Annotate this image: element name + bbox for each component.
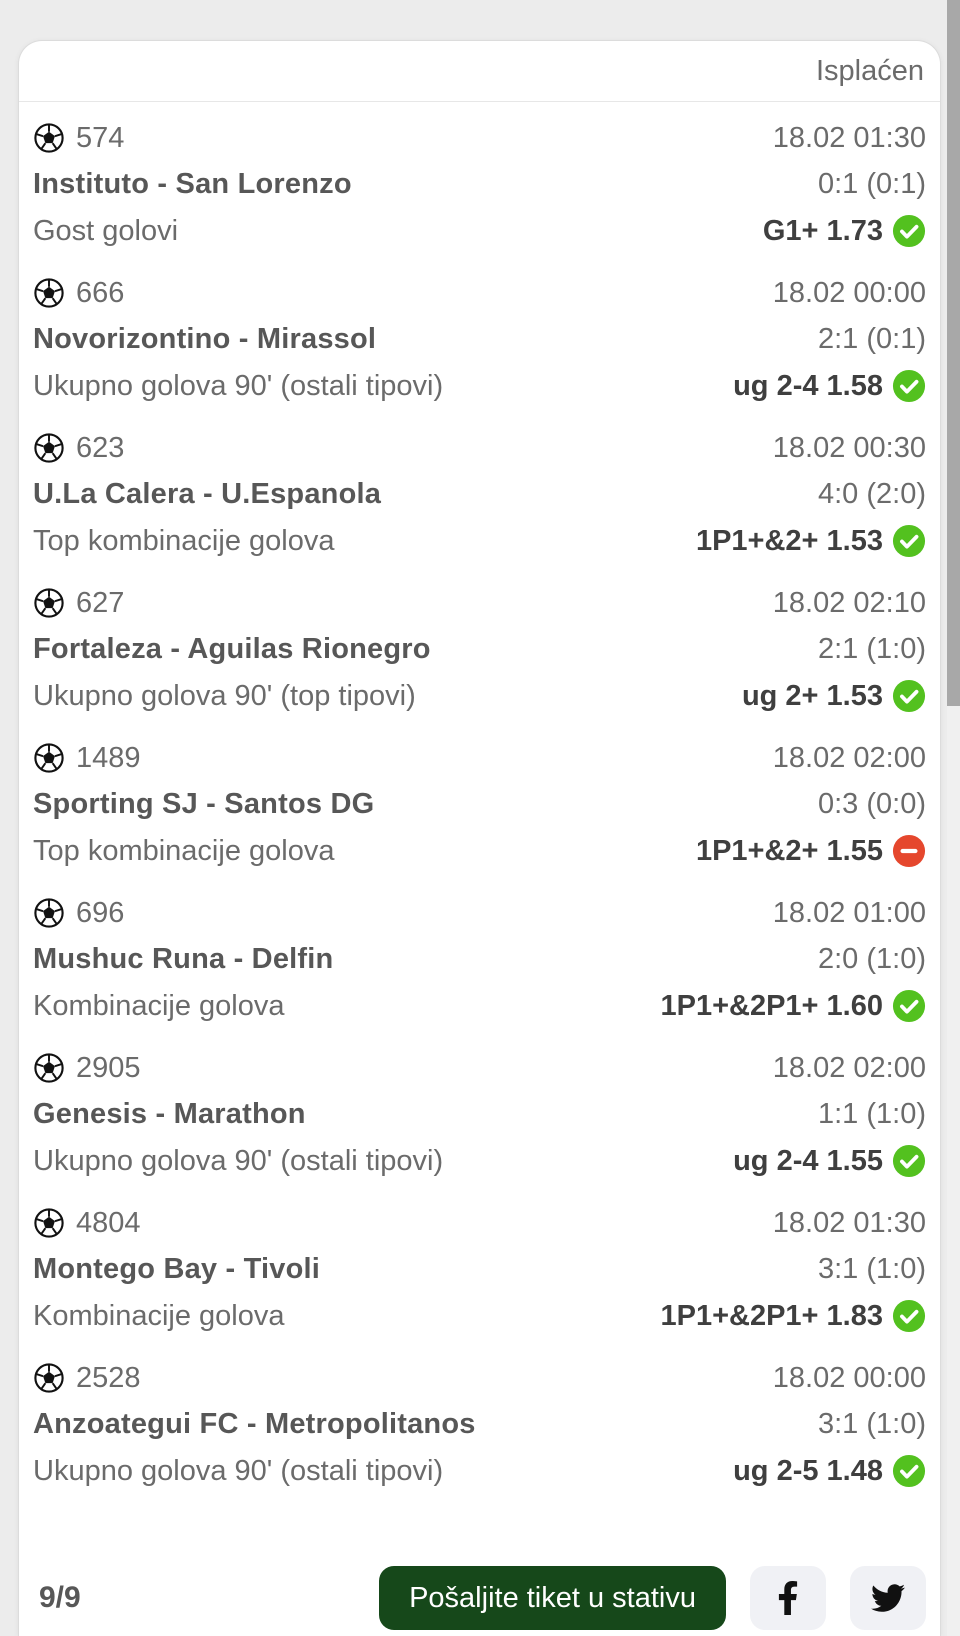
match-row: 666 18.02 00:00 Novorizontino - Mirassol… <box>33 257 926 410</box>
match-code: 2905 <box>76 1051 141 1084</box>
bet-pick-odds: 1P1+&2+ 1.55 <box>695 834 883 867</box>
bet-pick-odds: ug 2+ 1.53 <box>741 679 883 712</box>
check-circle-icon <box>892 679 926 713</box>
bet-ticket-card: Isplaćen 574 18.02 01:30 <box>18 40 941 1636</box>
twitter-share-button[interactable] <box>850 1566 926 1630</box>
check-circle-icon <box>892 1454 926 1488</box>
match-score: 3:1 (1:0) <box>818 1252 926 1285</box>
ticket-footer: 9/9 Pošaljite tiket u stativu <box>19 1558 940 1636</box>
ticket-status-header: Isplaćen <box>19 41 940 102</box>
match-name: Montego Bay - Tivoli <box>33 1252 321 1285</box>
match-row: 1489 18.02 02:00 Sporting SJ - Santos DG… <box>33 722 926 875</box>
soccer-ball-icon <box>33 277 65 309</box>
match-row: 627 18.02 02:10 Fortaleza - Aguilas Rion… <box>33 567 926 720</box>
scrollbar-thumb[interactable] <box>947 0 960 706</box>
match-name: Anzoategui FC - Metropolitanos <box>33 1407 476 1440</box>
match-row: 696 18.02 01:00 Mushuc Runa - Delfin 2:0… <box>33 877 926 1030</box>
check-circle-icon <box>892 524 926 558</box>
soccer-ball-icon <box>33 1362 65 1394</box>
soccer-ball-icon <box>33 1052 65 1084</box>
bet-pick-odds: G1+ 1.73 <box>762 214 883 247</box>
soccer-ball-icon <box>33 432 65 464</box>
check-circle-icon <box>892 214 926 248</box>
match-datetime: 18.02 02:00 <box>772 1051 926 1084</box>
match-name: Novorizontino - Mirassol <box>33 322 377 355</box>
match-list: 574 18.02 01:30 Instituto - San Lorenzo … <box>19 102 940 1497</box>
soccer-ball-icon <box>33 122 65 154</box>
twitter-icon <box>871 1581 905 1615</box>
check-circle-icon <box>892 1144 926 1178</box>
minus-circle-icon <box>892 834 926 868</box>
match-datetime: 18.02 02:00 <box>772 741 926 774</box>
soccer-ball-icon <box>33 587 65 619</box>
bet-market-label: Kombinacije golova <box>33 1299 285 1332</box>
match-name: Fortaleza - Aguilas Rionegro <box>33 632 431 665</box>
bet-market-label: Ukupno golova 90' (ostali tipovi) <box>33 1454 444 1487</box>
match-row: 2905 18.02 02:00 Genesis - Marathon 1:1 … <box>33 1032 926 1185</box>
match-code: 696 <box>76 896 125 929</box>
facebook-share-button[interactable] <box>750 1566 826 1630</box>
match-row: 623 18.02 00:30 U.La Calera - U.Espanola… <box>33 412 926 565</box>
bet-market-label: Ukupno golova 90' (ostali tipovi) <box>33 369 444 402</box>
soccer-ball-icon <box>33 1207 65 1239</box>
match-code: 574 <box>76 121 125 154</box>
match-code: 666 <box>76 276 125 309</box>
match-datetime: 18.02 01:30 <box>772 1206 926 1239</box>
match-datetime: 18.02 00:30 <box>772 431 926 464</box>
check-circle-icon <box>892 989 926 1023</box>
match-row: 4804 18.02 01:30 Montego Bay - Tivoli 3:… <box>33 1187 926 1340</box>
check-circle-icon <box>892 369 926 403</box>
match-datetime: 18.02 01:00 <box>772 896 926 929</box>
check-circle-icon <box>892 1299 926 1333</box>
match-code: 4804 <box>76 1206 141 1239</box>
match-row: 574 18.02 01:30 Instituto - San Lorenzo … <box>33 102 926 255</box>
facebook-icon <box>775 1581 801 1615</box>
match-code: 623 <box>76 431 125 464</box>
bet-market-label: Gost golovi <box>33 214 179 247</box>
match-datetime: 18.02 00:00 <box>772 276 926 309</box>
match-row: 2528 18.02 00:00 Anzoategui FC - Metropo… <box>33 1342 926 1495</box>
match-name: Instituto - San Lorenzo <box>33 167 352 200</box>
soccer-ball-icon <box>33 897 65 929</box>
bet-market-label: Ukupno golova 90' (top tipovi) <box>33 679 416 712</box>
match-score: 2:1 (1:0) <box>818 632 926 665</box>
match-code: 627 <box>76 586 125 619</box>
match-score: 0:3 (0:0) <box>818 787 926 820</box>
soccer-ball-icon <box>33 742 65 774</box>
bet-market-label: Top kombinacije golova <box>33 834 335 867</box>
match-name: Sporting SJ - Santos DG <box>33 787 375 820</box>
match-datetime: 18.02 00:00 <box>772 1361 926 1394</box>
bet-pick-odds: ug 2-4 1.55 <box>733 1144 883 1177</box>
send-ticket-button[interactable]: Pošaljite tiket u stativu <box>379 1566 726 1630</box>
match-name: Genesis - Marathon <box>33 1097 306 1130</box>
match-score: 2:1 (0:1) <box>818 322 926 355</box>
match-score: 3:1 (1:0) <box>818 1407 926 1440</box>
hit-count: 9/9 <box>39 1581 81 1614</box>
match-score: 2:0 (1:0) <box>818 942 926 975</box>
bet-pick-odds: 1P1+&2P1+ 1.83 <box>660 1299 883 1332</box>
match-datetime: 18.02 02:10 <box>772 586 926 619</box>
bet-market-label: Kombinacije golova <box>33 989 285 1022</box>
match-code: 1489 <box>76 741 141 774</box>
bet-pick-odds: ug 2-5 1.48 <box>733 1454 883 1487</box>
match-name: Mushuc Runa - Delfin <box>33 942 334 975</box>
match-name: U.La Calera - U.Espanola <box>33 477 382 510</box>
match-score: 4:0 (2:0) <box>818 477 926 510</box>
match-code: 2528 <box>76 1361 141 1394</box>
match-score: 0:1 (0:1) <box>818 167 926 200</box>
bet-market-label: Ukupno golova 90' (ostali tipovi) <box>33 1144 444 1177</box>
match-datetime: 18.02 01:30 <box>772 121 926 154</box>
bet-pick-odds: ug 2-4 1.58 <box>733 369 883 402</box>
bet-market-label: Top kombinacije golova <box>33 524 335 557</box>
match-score: 1:1 (1:0) <box>818 1097 926 1130</box>
ticket-status-label: Isplaćen <box>815 54 924 87</box>
bet-pick-odds: 1P1+&2+ 1.53 <box>695 524 883 557</box>
bet-pick-odds: 1P1+&2P1+ 1.60 <box>660 989 883 1022</box>
